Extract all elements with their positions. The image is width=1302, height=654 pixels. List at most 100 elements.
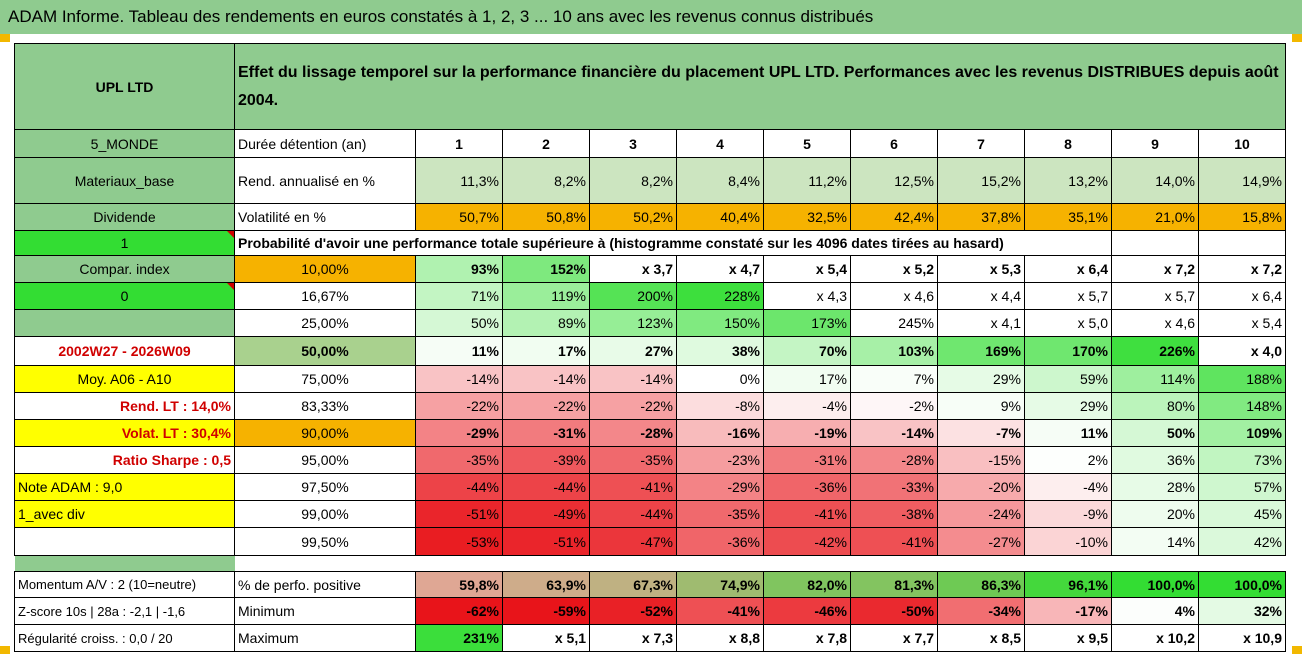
bottom-row-label: Minimum [234, 597, 416, 625]
blank-cell [1198, 230, 1286, 256]
quantile-value: x 4,4 [937, 282, 1025, 310]
one-flag: 1 [14, 230, 235, 256]
quantile-label: 75,00% [234, 365, 416, 393]
quantile-value: -44% [502, 473, 590, 501]
quantile-label: 99,50% [234, 527, 416, 556]
period-header: 9 [1111, 129, 1199, 158]
quantile-value: -39% [502, 446, 590, 474]
bottom-value: x 9,5 [1024, 624, 1112, 652]
bottom-value: x 5,1 [502, 624, 590, 652]
quantile-value: -44% [415, 473, 503, 501]
quantile-value: -22% [589, 392, 677, 420]
spacer [415, 555, 503, 572]
quantile-value: -24% [937, 500, 1025, 528]
quantile-value: -36% [763, 473, 851, 501]
quantile-value: -19% [763, 419, 851, 447]
quantile-value: 50% [415, 309, 503, 337]
quantile-value: -4% [1024, 473, 1112, 501]
rend-value: 8,4% [676, 157, 764, 204]
quantile-value: x 4,6 [1111, 309, 1199, 337]
bottom-value: -41% [676, 597, 764, 625]
side-label: 0 [14, 282, 235, 310]
vol-value: 37,8% [937, 203, 1025, 231]
rend-value: 11,2% [763, 157, 851, 204]
quantile-value: -31% [502, 419, 590, 447]
quantile-value: 7% [850, 365, 938, 393]
side-label: Note ADAM : 9,0 [14, 473, 235, 501]
bottom-value: x 7,7 [850, 624, 938, 652]
quantile-value: 80% [1111, 392, 1199, 420]
corner-marker [1292, 34, 1302, 42]
quantile-value: -23% [676, 446, 764, 474]
bottom-value: -17% [1024, 597, 1112, 625]
bottom-value: -50% [850, 597, 938, 625]
quantile-value: 150% [676, 309, 764, 337]
quantile-label: 83,33% [234, 392, 416, 420]
quantile-value: 70% [763, 336, 851, 366]
quantile-value: -49% [502, 500, 590, 528]
quantile-value: 14% [1111, 527, 1199, 556]
rend-value: 14,9% [1198, 157, 1286, 204]
spacer [676, 555, 764, 572]
quantile-value: 123% [589, 309, 677, 337]
corner-marker [0, 646, 10, 654]
quantile-value: -10% [1024, 527, 1112, 556]
quantile-value: -28% [589, 419, 677, 447]
bottom-value: 86,3% [937, 571, 1025, 598]
spacer [234, 555, 416, 572]
spacer [1024, 555, 1112, 572]
quantile-label: 99,00% [234, 500, 416, 528]
quantile-value: x 7,2 [1198, 255, 1286, 283]
quantile-value: x 5,0 [1024, 309, 1112, 337]
quantile-value: x 6,4 [1024, 255, 1112, 283]
quantile-value: 228% [676, 282, 764, 310]
vol-value: 21,0% [1111, 203, 1199, 231]
bottom-value: 100,0% [1111, 571, 1199, 598]
spacer [14, 555, 235, 572]
quantile-value: 173% [763, 309, 851, 337]
quantile-value: x 5,7 [1111, 282, 1199, 310]
quantile-value: 27% [589, 336, 677, 366]
spacer [589, 555, 677, 572]
quantile-value: 11% [1024, 419, 1112, 447]
quantile-value: -35% [676, 500, 764, 528]
quantile-value: x 5,7 [1024, 282, 1112, 310]
vol-value: 35,1% [1024, 203, 1112, 231]
quantile-value: 17% [502, 336, 590, 366]
rend-value: 14,0% [1111, 157, 1199, 204]
bottom-value: -62% [415, 597, 503, 625]
side-label: Moy. A06 - A10 [14, 365, 235, 393]
quantile-value: -22% [415, 392, 503, 420]
quantile-value: 152% [502, 255, 590, 283]
quantile-value: -2% [850, 392, 938, 420]
period-header: 1 [415, 129, 503, 158]
quantile-value: -51% [415, 500, 503, 528]
bottom-value: 67,3% [589, 571, 677, 598]
rend-value: 8,2% [589, 157, 677, 204]
spacer [937, 555, 1025, 572]
bottom-value: 63,9% [502, 571, 590, 598]
period-header: 5 [763, 129, 851, 158]
region-label: 5_MONDE [14, 129, 235, 158]
quantile-value: 42% [1198, 527, 1286, 556]
vol-label: Volatilité en % [234, 203, 416, 231]
bottom-value: -52% [589, 597, 677, 625]
spacer [1198, 555, 1286, 572]
quantile-value: 29% [1024, 392, 1112, 420]
quantile-value: -38% [850, 500, 938, 528]
vol-value: 32,5% [763, 203, 851, 231]
rend-value: 11,3% [415, 157, 503, 204]
quantile-value: -9% [1024, 500, 1112, 528]
quantile-value: 28% [1111, 473, 1199, 501]
quantile-value: 245% [850, 309, 938, 337]
bottom-value: x 8,8 [676, 624, 764, 652]
period-header: 4 [676, 129, 764, 158]
period-header: 6 [850, 129, 938, 158]
period-header: 3 [589, 129, 677, 158]
quantile-value: -44% [589, 500, 677, 528]
quantile-value: 226% [1111, 336, 1199, 366]
quantile-value: 59% [1024, 365, 1112, 393]
quantile-label: 25,00% [234, 309, 416, 337]
quantile-value: -8% [676, 392, 764, 420]
quantile-value: -27% [937, 527, 1025, 556]
